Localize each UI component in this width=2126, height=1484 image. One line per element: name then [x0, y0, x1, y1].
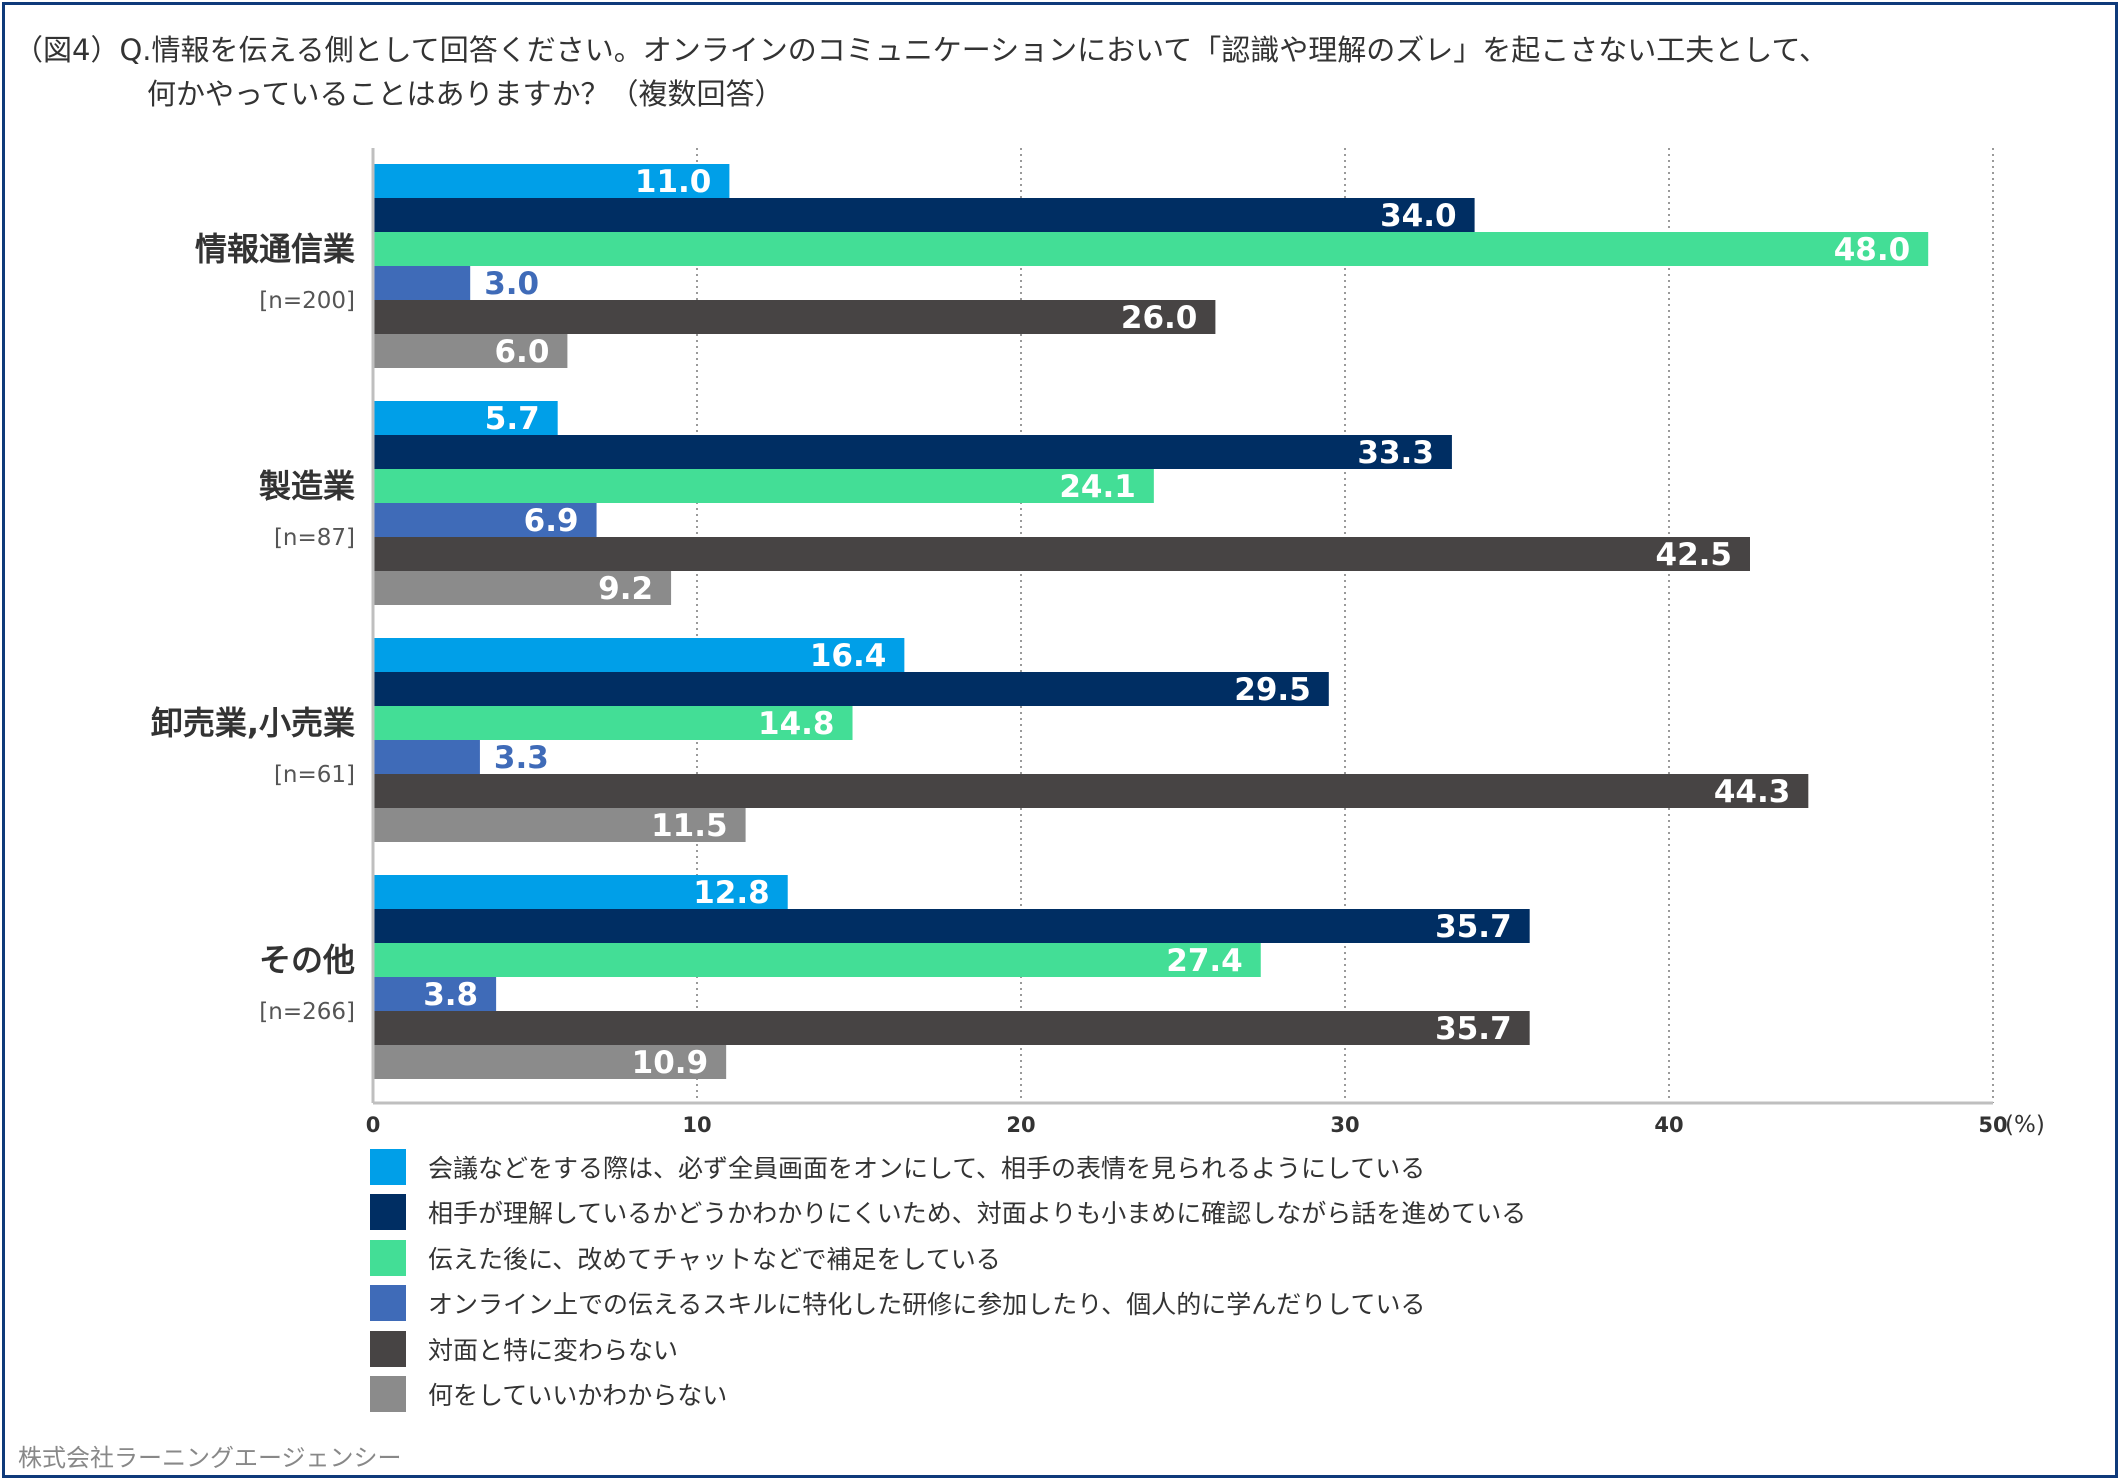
bar	[373, 300, 1216, 334]
bar	[373, 774, 1809, 808]
bar	[373, 808, 746, 842]
bar-value-label: 10.9	[632, 1045, 709, 1081]
bar	[373, 1011, 1530, 1045]
legend-label: 対面と特に変わらない	[428, 1335, 679, 1365]
bar	[373, 198, 1475, 232]
bar	[373, 537, 1750, 571]
bar	[373, 943, 1261, 977]
bar-value-label: 26.0	[1121, 300, 1198, 336]
bar	[373, 672, 1329, 706]
legend-item: 伝えた後に、改めてチャットなどで補足をしている	[370, 1235, 1526, 1281]
legend-item: 対面と特に変わらない	[370, 1326, 1526, 1372]
bar-value-label: 27.4	[1166, 943, 1243, 979]
bar	[373, 503, 597, 537]
bar-value-label: 35.7	[1435, 1011, 1512, 1047]
x-tick-label: 10	[682, 1113, 711, 1137]
title-line-1: （図4）Q.情報を伝える側として回答ください。オンラインのコミュニケーションにお…	[14, 33, 1828, 67]
bar	[373, 469, 1154, 503]
bar-value-label: 5.7	[485, 401, 540, 437]
x-tick-label: 0	[366, 1113, 381, 1137]
bar-value-label: 35.7	[1435, 909, 1512, 945]
bar-value-label: 24.1	[1059, 469, 1136, 505]
bar-value-label: 16.4	[810, 638, 887, 674]
credit: 株式会社ラーニングエージェンシー	[18, 1444, 402, 1472]
bar-value-label: 3.0	[484, 266, 539, 302]
legend-swatch	[370, 1376, 406, 1413]
category-n-label: [n=266]	[259, 999, 355, 1025]
bar	[373, 875, 788, 909]
bar	[373, 706, 853, 740]
category-label: 卸売業,小売業	[151, 704, 355, 742]
bar-value-label: 11.5	[651, 808, 728, 844]
legend-label: 伝えた後に、改めてチャットなどで補足をしている	[428, 1244, 1001, 1274]
chart-title: （図4）Q.情報を伝える側として回答ください。オンラインのコミュニケーションにお…	[14, 28, 1828, 116]
bar-value-label: 3.8	[423, 977, 478, 1013]
x-unit-label: (%)	[2005, 1112, 2045, 1138]
legend-swatch	[370, 1194, 406, 1231]
bar	[373, 1045, 727, 1079]
legend-swatch	[370, 1330, 406, 1367]
bar-value-label: 48.0	[1834, 232, 1911, 268]
legend-label: 相手が理解しているかどうかわかりにくいため、対面よりも小まめに確認しながら話を進…	[428, 1199, 1527, 1229]
legend-swatch	[370, 1148, 406, 1185]
legend-swatch	[370, 1285, 406, 1322]
legend-label: 会議などをする際は、必ず全員画面をオンにして、相手の表情を見られるようにしている	[428, 1153, 1426, 1183]
legend-label: オンライン上での伝えるスキルに特化した研修に参加したり、個人的に学んだりしている	[428, 1290, 1426, 1320]
bar	[373, 164, 730, 198]
bar-value-label: 29.5	[1234, 672, 1311, 708]
legend: 会議などをする際は、必ず全員画面をオンにして、相手の表情を見られるようにしている…	[370, 1144, 1526, 1417]
x-tick-label: 30	[1330, 1113, 1359, 1137]
category-n-label: [n=200]	[259, 288, 355, 314]
bar-value-label: 3.3	[494, 740, 549, 776]
bar	[373, 334, 568, 368]
bar-value-label: 11.0	[635, 164, 712, 200]
bar	[373, 401, 558, 435]
bar-value-label: 33.3	[1357, 435, 1434, 471]
bar	[373, 266, 471, 300]
category-label: 情報通信業	[195, 230, 355, 268]
legend-item: 会議などをする際は、必ず全員画面をオンにして、相手の表情を見られるようにしている	[370, 1144, 1526, 1190]
bar-value-label: 34.0	[1380, 198, 1457, 234]
bar-value-label: 12.8	[693, 875, 770, 911]
bar	[373, 435, 1452, 469]
bar-value-label: 42.5	[1656, 537, 1733, 573]
bar-value-label: 9.2	[598, 571, 653, 607]
bar	[373, 977, 497, 1011]
legend-item: オンライン上での伝えるスキルに特化した研修に参加したり、個人的に学んだりしている	[370, 1281, 1526, 1327]
x-tick-label: 40	[1654, 1113, 1683, 1137]
legend-item: 相手が理解しているかどうかわかりにくいため、対面よりも小まめに確認しながら話を進…	[370, 1190, 1526, 1236]
title-line-2: 何かやっていることはありますか？（複数回答）	[147, 77, 784, 111]
x-tick-label: 20	[1006, 1113, 1035, 1137]
bar-value-label: 44.3	[1714, 774, 1791, 810]
bar	[373, 571, 672, 605]
category-label: 製造業	[259, 467, 355, 505]
x-tick-label: 50	[1978, 1113, 2007, 1137]
bar-value-label: 6.0	[494, 334, 549, 370]
bar-value-label: 6.9	[524, 503, 579, 539]
bar	[373, 638, 905, 672]
bar	[373, 740, 480, 774]
legend-swatch	[370, 1239, 406, 1276]
legend-item: 何をしていいかわからない	[370, 1372, 1526, 1418]
category-n-label: [n=61]	[274, 762, 355, 788]
bar	[373, 232, 1929, 266]
bar-value-label: 14.8	[758, 706, 835, 742]
bar	[373, 909, 1530, 943]
category-n-label: [n=87]	[274, 525, 355, 551]
category-label: その他	[259, 941, 355, 979]
legend-label: 何をしていいかわからない	[428, 1381, 728, 1411]
